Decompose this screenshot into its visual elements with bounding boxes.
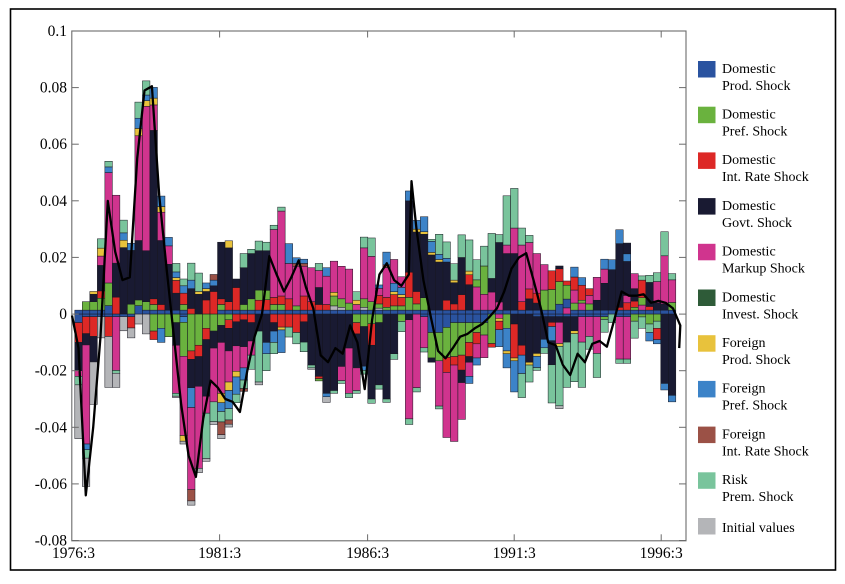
svg-text:Domestic: Domestic — [722, 290, 776, 305]
svg-text:Invest. Shock: Invest. Shock — [722, 307, 798, 322]
svg-text:Risk: Risk — [722, 473, 748, 488]
svg-text:0.04: 0.04 — [40, 193, 67, 210]
svg-text:Prod. Shock: Prod. Shock — [722, 353, 790, 368]
svg-text:1981:3: 1981:3 — [198, 545, 241, 562]
svg-text:Foreign: Foreign — [722, 382, 766, 397]
svg-text:Domestic: Domestic — [722, 62, 776, 77]
svg-text:0.1: 0.1 — [48, 23, 67, 40]
svg-text:Foreign: Foreign — [722, 336, 766, 351]
svg-text:-0.08: -0.08 — [35, 533, 68, 550]
svg-text:Prod. Shock: Prod. Shock — [722, 79, 790, 94]
svg-text:Pref. Shock: Pref. Shock — [722, 399, 787, 414]
svg-text:0: 0 — [59, 306, 67, 323]
svg-text:Domestic: Domestic — [722, 199, 776, 214]
svg-text:Markup Shock: Markup Shock — [722, 262, 805, 277]
svg-text:Pref. Shock: Pref. Shock — [722, 125, 787, 140]
svg-text:1986:3: 1986:3 — [346, 545, 389, 562]
svg-text:0.02: 0.02 — [40, 249, 67, 266]
svg-text:1976:3: 1976:3 — [52, 545, 95, 562]
svg-text:-0.06: -0.06 — [35, 476, 68, 493]
svg-text:Prem. Shock: Prem. Shock — [722, 490, 794, 505]
svg-text:-0.04: -0.04 — [35, 419, 68, 436]
svg-text:Domestic: Domestic — [722, 108, 776, 123]
svg-text:Govt. Shock: Govt. Shock — [722, 216, 792, 231]
svg-text:1996:3: 1996:3 — [640, 545, 683, 562]
svg-text:-0.02: -0.02 — [35, 363, 67, 380]
svg-text:Domestic: Domestic — [722, 245, 776, 260]
svg-text:1991:3: 1991:3 — [493, 545, 536, 562]
svg-text:Int. Rate Shock: Int. Rate Shock — [722, 170, 809, 185]
svg-text:Domestic: Domestic — [722, 153, 776, 168]
svg-text:Int. Rate Shock: Int. Rate Shock — [722, 444, 809, 459]
svg-text:0.08: 0.08 — [40, 80, 67, 97]
svg-text:Foreign: Foreign — [722, 427, 766, 442]
svg-text:0.06: 0.06 — [40, 136, 67, 153]
svg-text:Initial values: Initial values — [722, 521, 795, 536]
